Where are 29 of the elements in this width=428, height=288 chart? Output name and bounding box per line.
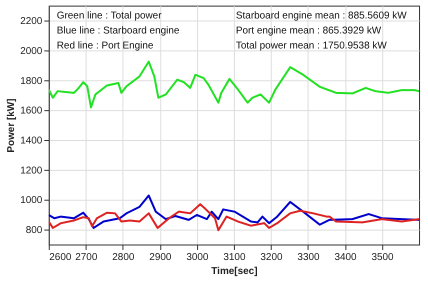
x-tick-label: 3100 xyxy=(223,252,246,263)
y-tick-label: 1600 xyxy=(20,106,43,117)
x-tick-label: 2600 xyxy=(49,252,72,263)
annotation: Total power mean : 1750.9538 kW xyxy=(236,40,388,52)
y-tick-label: 1400 xyxy=(20,135,43,146)
x-tick-label: 3200 xyxy=(260,252,283,263)
y-tick-label: 1200 xyxy=(20,165,43,176)
x-tick-label: 3500 xyxy=(371,252,394,263)
y-tick-label: 2200 xyxy=(20,16,43,28)
annotation: Green line : Total power xyxy=(56,10,162,22)
y-tick-label: 1800 xyxy=(20,76,43,87)
x-tick-label: 2700 xyxy=(75,252,98,263)
y-tick-label: 800 xyxy=(26,225,43,236)
annotation: Port engine mean : 865.3929 kW xyxy=(236,26,382,36)
y-tick-label: 1000 xyxy=(20,195,43,206)
y-tick-label: 2000 xyxy=(20,46,43,57)
line-series xyxy=(48,60,420,108)
x-tick-label: 2800 xyxy=(112,252,135,263)
line-series xyxy=(48,203,420,232)
x-tick-label: 3300 xyxy=(297,252,320,263)
annotation: Blue line : Starboard engine xyxy=(56,26,180,36)
annotation: Red line : Port Engine xyxy=(56,40,154,52)
x-tick-label: 2900 xyxy=(149,252,172,263)
x-axis-title: Time[sec] xyxy=(211,266,258,277)
annotation: Starboard engine mean : 885.5609 kW xyxy=(236,10,408,22)
y-axis-title: Power [kW] xyxy=(6,98,18,153)
x-tick-label: 3000 xyxy=(186,252,209,263)
x-tick-label: 3400 xyxy=(334,252,358,263)
line-series xyxy=(48,194,420,229)
